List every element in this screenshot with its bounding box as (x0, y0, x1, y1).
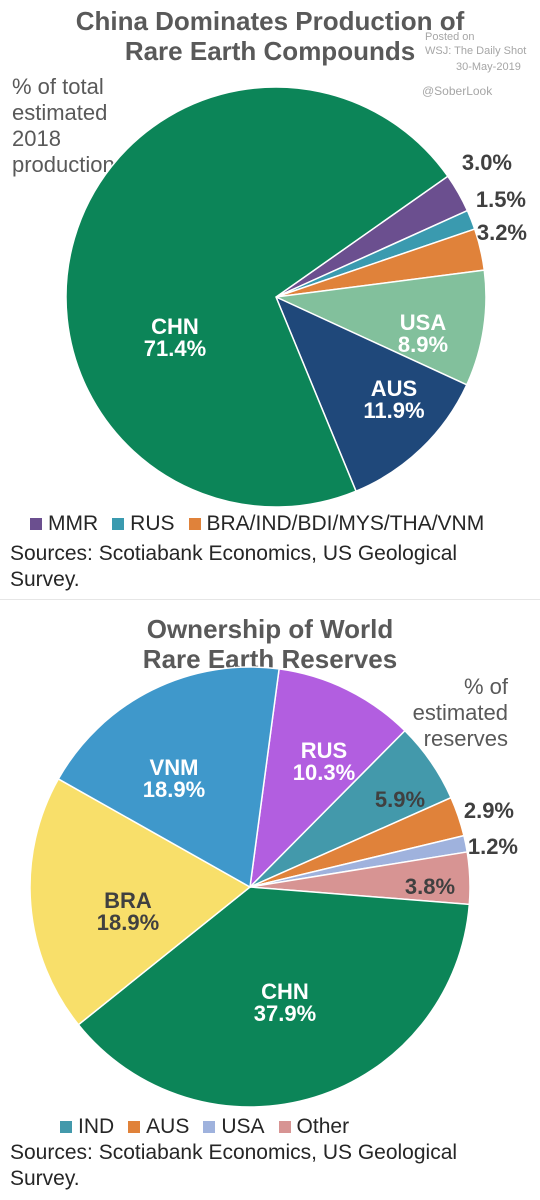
slice-value-other: 3.8% (405, 874, 455, 899)
reserves-note: % of estimated reserves (413, 674, 508, 752)
legend-label: RUS (130, 512, 175, 535)
pie-slice-aus (274, 295, 468, 493)
watermark-source: WSJ: The Daily Shot (425, 45, 527, 57)
production-legend: MMR RUS BRA/IND/BDI/MYS/THA/VNM (30, 512, 498, 536)
legend-label: Other (296, 1115, 350, 1138)
slice-value-rus: 1.5% (476, 187, 526, 212)
legend-swatch (188, 518, 201, 530)
watermark-date: 30-May-2019 (456, 61, 521, 73)
slice-value-mmr: 3.0% (462, 150, 512, 175)
legend-label: IND (78, 1115, 115, 1138)
slice-value-chn: 71.4% (144, 336, 206, 361)
slice-value-chn: 37.9% (254, 1001, 316, 1026)
legend-swatch (30, 518, 42, 530)
slice-label-chn: CHN (261, 979, 309, 1004)
panel-divider (0, 599, 540, 600)
pie-slice-bra (29, 777, 252, 1026)
pie-slice-chn (77, 886, 471, 1108)
slice-label-rus: RUS (301, 738, 347, 763)
title-line: Ownership of World (146, 614, 394, 644)
slice-value-vnm: 18.9% (143, 777, 205, 802)
slice-value-aus: 2.9% (464, 798, 514, 823)
pie-slice-rus (248, 668, 406, 890)
legend-swatch (60, 1121, 72, 1133)
pie-slice-usa (273, 269, 487, 386)
reserves-legend: IND AUS USA Other (60, 1115, 363, 1139)
note-line: reserves (423, 726, 508, 751)
legend-item-usa: USA (203, 1115, 265, 1139)
legend-swatch (278, 1121, 291, 1133)
production-chart-title: China Dominates Production of Rare Earth… (0, 6, 540, 66)
title-line: China Dominates Production of (75, 6, 465, 36)
reserves-chart-panel: Ownership of World Rare Earth Reserves %… (0, 600, 540, 1200)
slice-value-rus: 10.3% (293, 760, 355, 785)
legend-label: MMR (48, 512, 99, 535)
legend-item-aus: AUS (128, 1115, 189, 1139)
legend-item-bra-ind-bdi-mys-tha-vnm: BRA/IND/BDI/MYS/THA/VNM (188, 512, 485, 536)
slice-value-aus: 11.9% (363, 398, 424, 423)
legend-item-other: Other (278, 1115, 350, 1139)
slice-label-chn: CHN (151, 314, 199, 339)
pie-slice-vnm (57, 666, 280, 889)
pie-slice-chn (65, 86, 449, 508)
slice-value-bra: 18.9% (97, 910, 159, 935)
slice-value-usa: 1.2% (468, 834, 518, 859)
note-line: production (12, 152, 115, 177)
legend-label: BRA/IND/BDI/MYS/THA/VNM (206, 512, 485, 535)
note-line: % of total (12, 74, 104, 99)
note-line: estimated (12, 100, 108, 125)
legend-item-ind: IND (60, 1115, 114, 1139)
slice-value-bra-ind-bdi-mys-tha-vnm: 3.2% (477, 220, 527, 245)
legend-swatch (128, 1121, 141, 1133)
slice-value-usa: 8.9% (398, 332, 448, 357)
slice-label-vnm: VNM (150, 755, 199, 780)
note-line: % of (463, 674, 508, 699)
legend-label: USA (221, 1115, 265, 1138)
legend-swatch (112, 518, 125, 530)
legend-item-rus: RUS (112, 512, 175, 536)
legend-swatch (203, 1121, 216, 1133)
slice-label-aus: AUS (371, 376, 417, 401)
watermark-handle: @SoberLook (422, 84, 493, 98)
watermark-posted: Posted on (425, 31, 475, 43)
note-line: estimated (412, 700, 508, 725)
legend-label: AUS (146, 1115, 190, 1138)
reserves-sources: Sources: Scotiabank Economics, US Geolog… (10, 1141, 458, 1190)
production-note: % of total estimated 2018 production (12, 74, 115, 178)
production-chart-panel: China Dominates Production of Rare Earth… (0, 6, 540, 591)
reserves-chart-title: Ownership of World Rare Earth Reserves (0, 614, 540, 674)
legend-item-mmr: MMR (30, 512, 98, 536)
slice-value-ind: 5.9% (375, 787, 425, 812)
slice-label-usa: USA (400, 310, 447, 335)
slice-label-bra: BRA (104, 888, 152, 913)
production-sources: Sources: Scotiabank Economics, US Geolog… (10, 542, 458, 591)
title-line: Rare Earth Compounds (124, 36, 416, 66)
note-line: 2018 (12, 126, 61, 151)
